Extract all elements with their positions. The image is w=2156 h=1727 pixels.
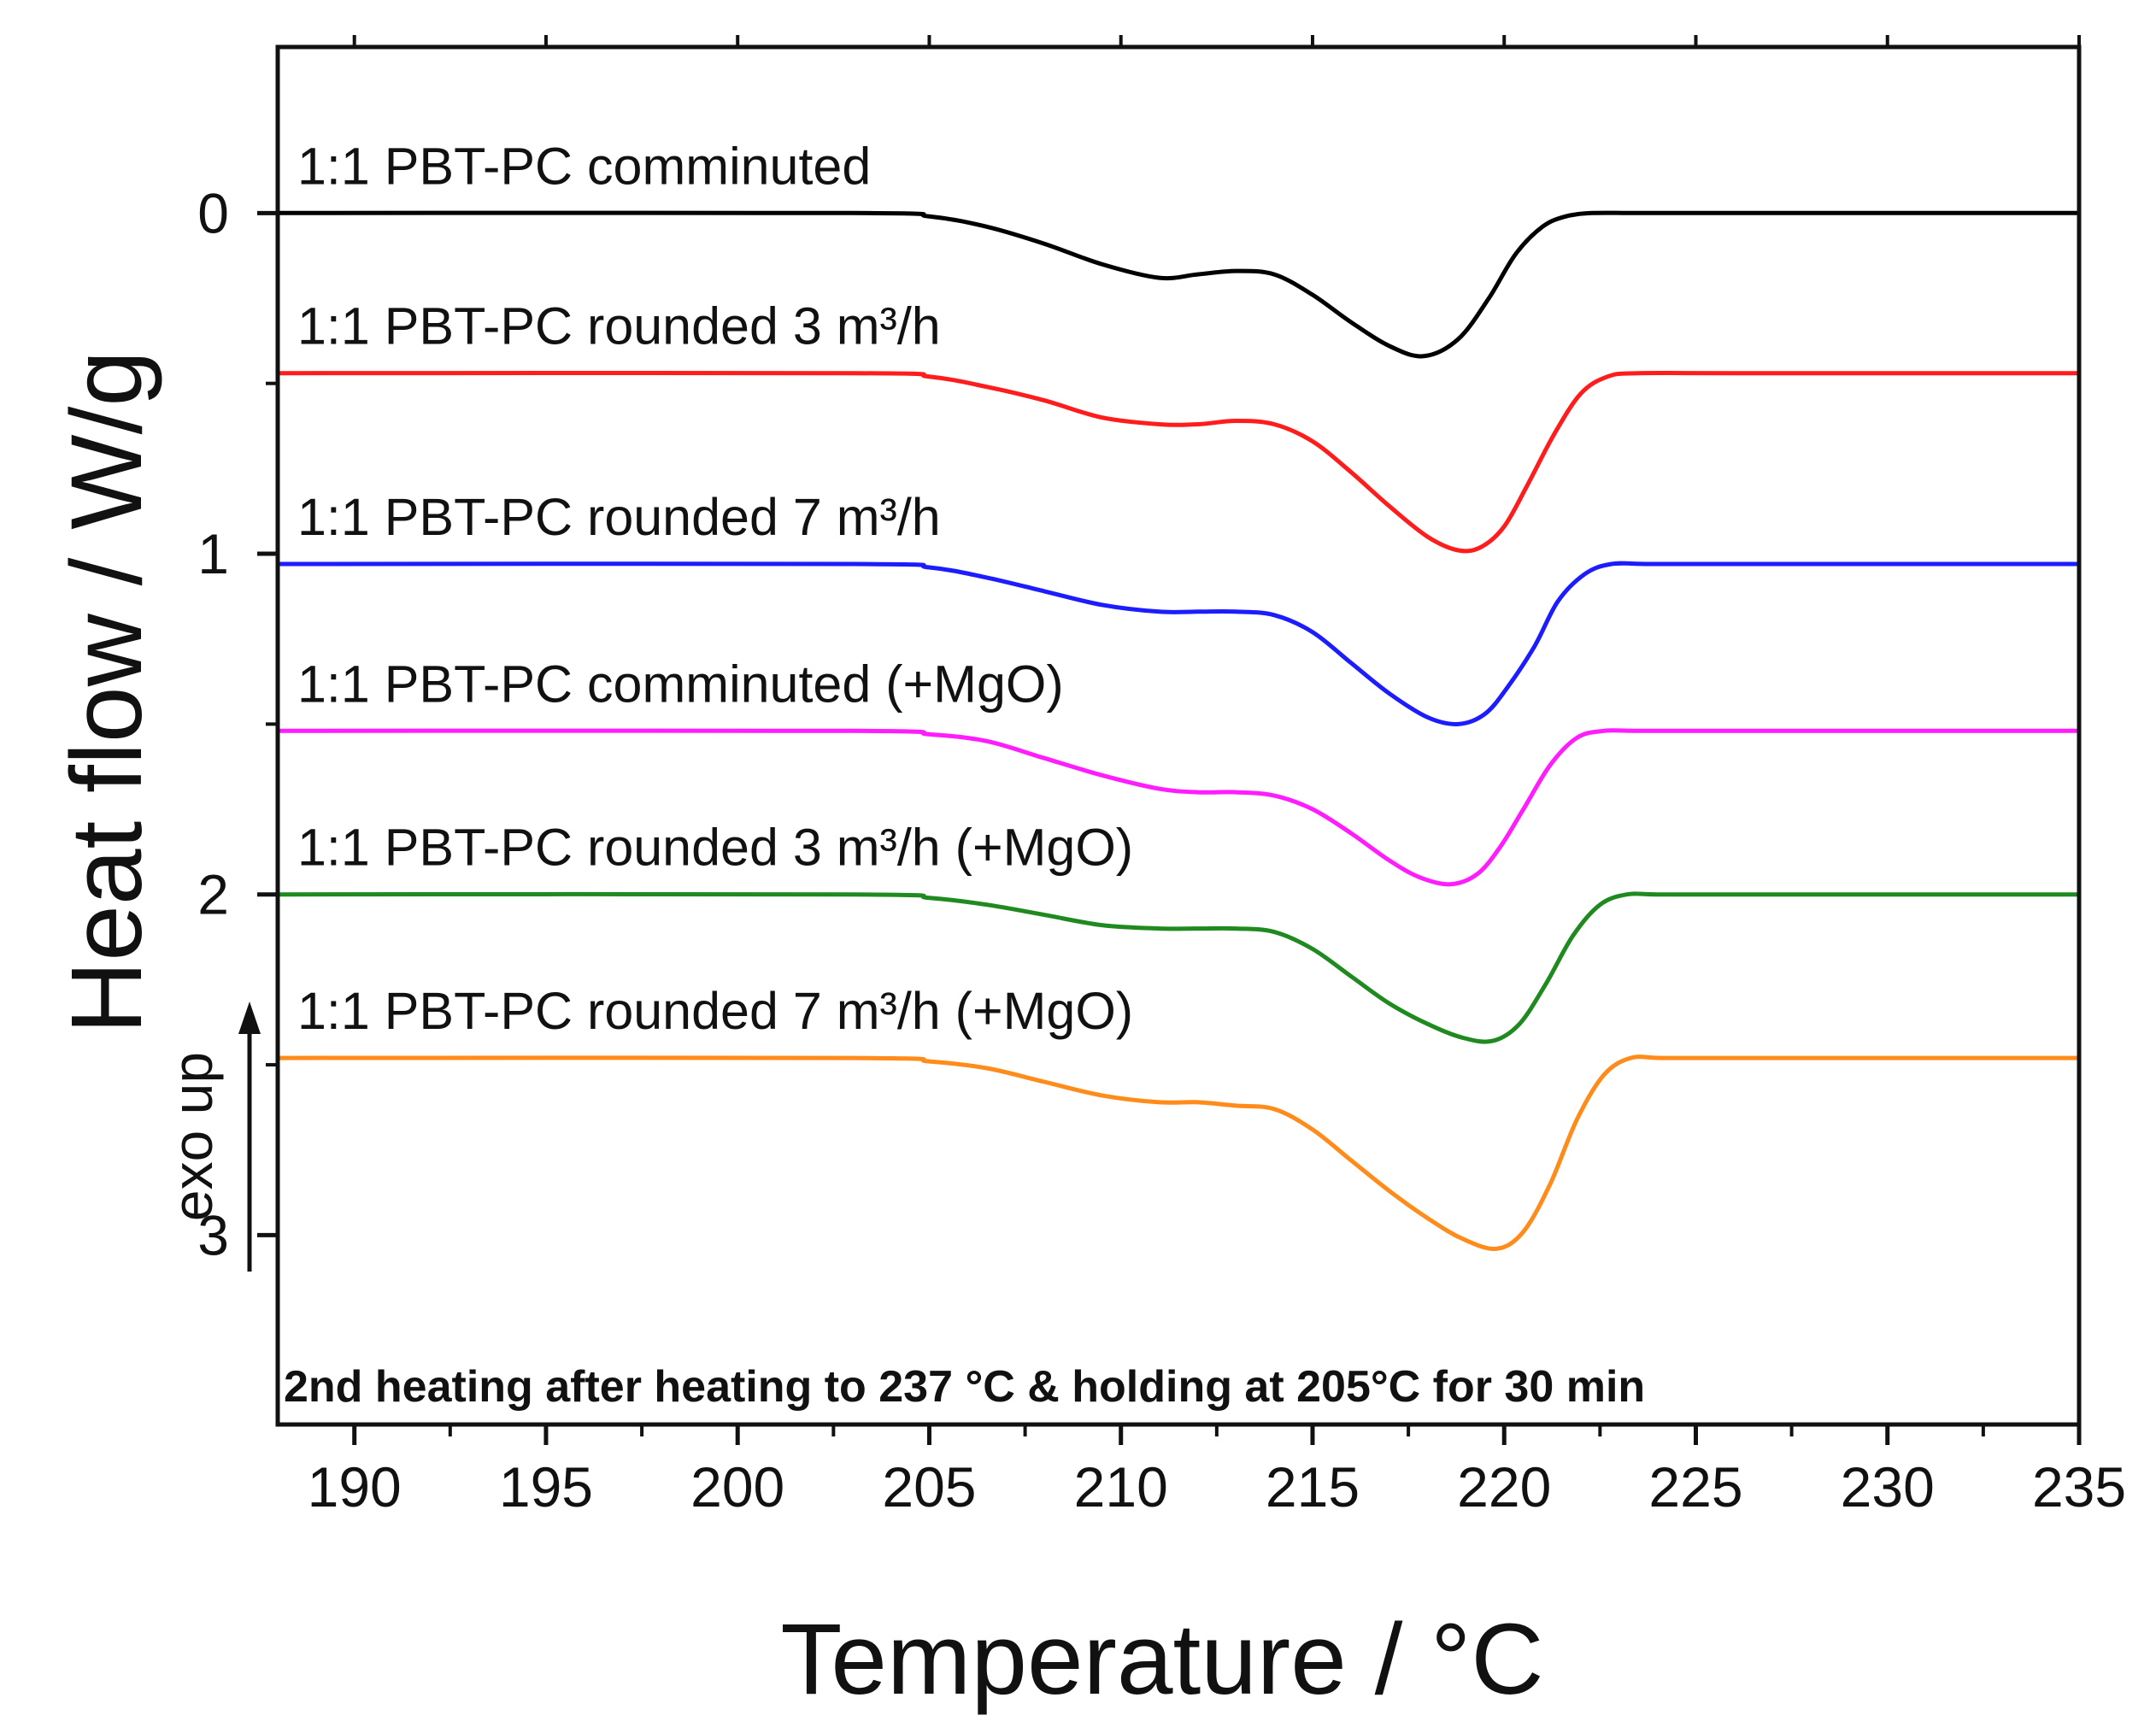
x-axis-ticks: 190 195 200 205 210 215 220 225 230 235 <box>308 35 2126 1518</box>
series-label-2: 1:1 PBT-PC rounded 3 m³/h <box>297 297 941 355</box>
series-line-5 <box>275 891 2082 1044</box>
x-tick-label: 220 <box>1457 1455 1551 1518</box>
series-lines <box>275 210 2082 1251</box>
y-tick-label: 2 <box>197 863 229 926</box>
y-axis-title: Heat flow / W/g <box>50 350 163 1034</box>
exo-up-label: exo up <box>161 1052 224 1221</box>
x-tick-label: 215 <box>1266 1455 1360 1518</box>
series-label-1: 1:1 PBT-PC comminuted <box>297 137 871 195</box>
series-label-4: 1:1 PBT-PC comminuted (+MgO) <box>297 655 1064 713</box>
measurement-note: 2nd heating after heating to 237 °C & ho… <box>284 1362 1645 1412</box>
series-label-5: 1:1 PBT-PC rounded 3 m³/h (+MgO) <box>297 819 1133 877</box>
x-axis-title: Temperature / °C <box>780 1603 1543 1716</box>
series-line-1 <box>275 210 2082 359</box>
y-axis-ticks: 0 1 2 3 <box>197 181 278 1266</box>
plot-frame <box>275 44 2082 1427</box>
x-tick-label: 190 <box>308 1455 402 1518</box>
series-line-3 <box>275 561 2082 726</box>
x-tick-label: 195 <box>499 1455 593 1518</box>
y-tick-label: 1 <box>197 522 229 585</box>
y-tick-label: 3 <box>197 1203 229 1266</box>
series-line-6 <box>275 1054 2082 1251</box>
series-labels: 1:1 PBT-PC comminuted 1:1 PBT-PC rounded … <box>297 137 1133 1040</box>
x-tick-label: 205 <box>882 1455 976 1518</box>
series-label-3: 1:1 PBT-PC rounded 7 m³/h <box>297 488 941 546</box>
exo-up-indicator: exo up <box>161 1002 261 1272</box>
x-tick-label: 225 <box>1648 1455 1742 1518</box>
series-line-4 <box>275 728 2082 887</box>
y-tick-label: 0 <box>197 181 229 244</box>
x-tick-label: 210 <box>1074 1455 1168 1518</box>
series-label-6: 1:1 PBT-PC rounded 7 m³/h (+MgO) <box>297 982 1133 1040</box>
x-tick-label: 200 <box>690 1455 784 1518</box>
x-tick-label: 230 <box>1841 1455 1935 1518</box>
x-tick-label: 235 <box>2032 1455 2126 1518</box>
series-line-2 <box>275 370 2082 554</box>
exo-up-arrow-icon <box>238 1002 261 1034</box>
